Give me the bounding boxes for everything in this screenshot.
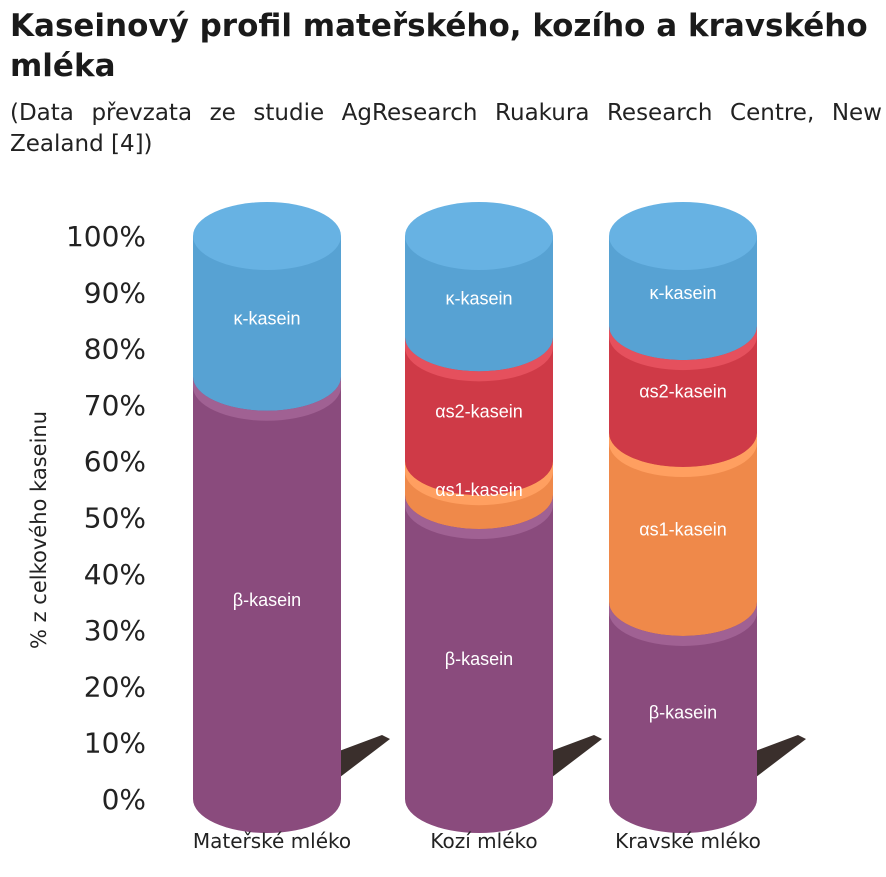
bar-segment	[609, 601, 757, 833]
segment-rim	[405, 461, 553, 506]
y-tick-label: 0%	[102, 783, 146, 816]
segment-rim	[609, 601, 757, 646]
y-tick-label: 50%	[84, 502, 146, 535]
segment-rim	[193, 376, 341, 421]
x-axis: Mateřské mléko Kozí mléko Kravské mléko	[193, 829, 761, 853]
bar-segment	[405, 236, 553, 372]
y-tick-label: 60%	[84, 445, 146, 478]
y-tick-label: 100%	[66, 220, 146, 253]
y-tick-label: 20%	[84, 670, 146, 703]
bar-segment	[405, 494, 553, 833]
segment-label: κ-kasein	[649, 283, 716, 303]
bar-segment	[193, 236, 341, 411]
segment-label: β-kasein	[649, 702, 717, 722]
segment-label: αs1-kasein	[639, 520, 726, 540]
segment-label: κ-kasein	[445, 289, 512, 309]
y-tick-label: 90%	[84, 276, 146, 309]
segment-rim	[609, 433, 757, 478]
bar-segment	[609, 433, 757, 636]
y-tick-label: 70%	[84, 389, 146, 422]
y-axis-label: % z celkového kaseinu	[27, 411, 51, 649]
segment-label: κ-kasein	[233, 308, 300, 328]
segment-rim	[609, 326, 757, 371]
y-tick-label: 80%	[84, 333, 146, 366]
y-tick-label: 10%	[84, 727, 146, 760]
segment-label: αs2-kasein	[639, 382, 726, 402]
y-axis: 0% 10% 20% 30% 40% 50% 60% 70% 80% 90% 100%	[66, 220, 146, 816]
x-category-label: Mateřské mléko	[193, 829, 351, 853]
chart-title: Kaseinový profil mateřského, kozího a kr…	[10, 8, 868, 84]
segment-label: αs2-kasein	[435, 401, 522, 421]
cylinder-bar: β-kasein αs1-kasein αs2-kasein κ-kasein	[609, 202, 806, 833]
bar-segment	[609, 236, 757, 361]
segment-label: β-kasein	[233, 590, 301, 610]
y-tick-label: 40%	[84, 558, 146, 591]
bar-segment	[405, 337, 553, 496]
cylinder-bar: β-kasein κ-kasein	[193, 202, 390, 833]
bars-group: β-kasein κ-kasein β-kasein αs1-kasein αs2-ka…	[193, 202, 806, 833]
x-category-label: Kravské mléko	[615, 829, 761, 853]
bar-segment	[193, 376, 341, 833]
segment-label: αs1-kasein	[435, 480, 522, 500]
x-category-label: Kozí mléko	[430, 829, 537, 853]
segment-label: β-kasein	[445, 649, 513, 669]
bar-top-cap	[193, 202, 341, 270]
y-tick-label: 30%	[84, 614, 146, 647]
segment-rim	[405, 494, 553, 539]
chart-subtitle: (Data převzata ze studie AgResearch Ruak…	[10, 100, 882, 157]
cylinder-bar: β-kasein αs1-kasein αs2-kasein κ-kasein	[405, 202, 602, 833]
bar-top-cap	[405, 202, 553, 270]
bar-top-cap	[609, 202, 757, 270]
segment-rim	[405, 337, 553, 382]
